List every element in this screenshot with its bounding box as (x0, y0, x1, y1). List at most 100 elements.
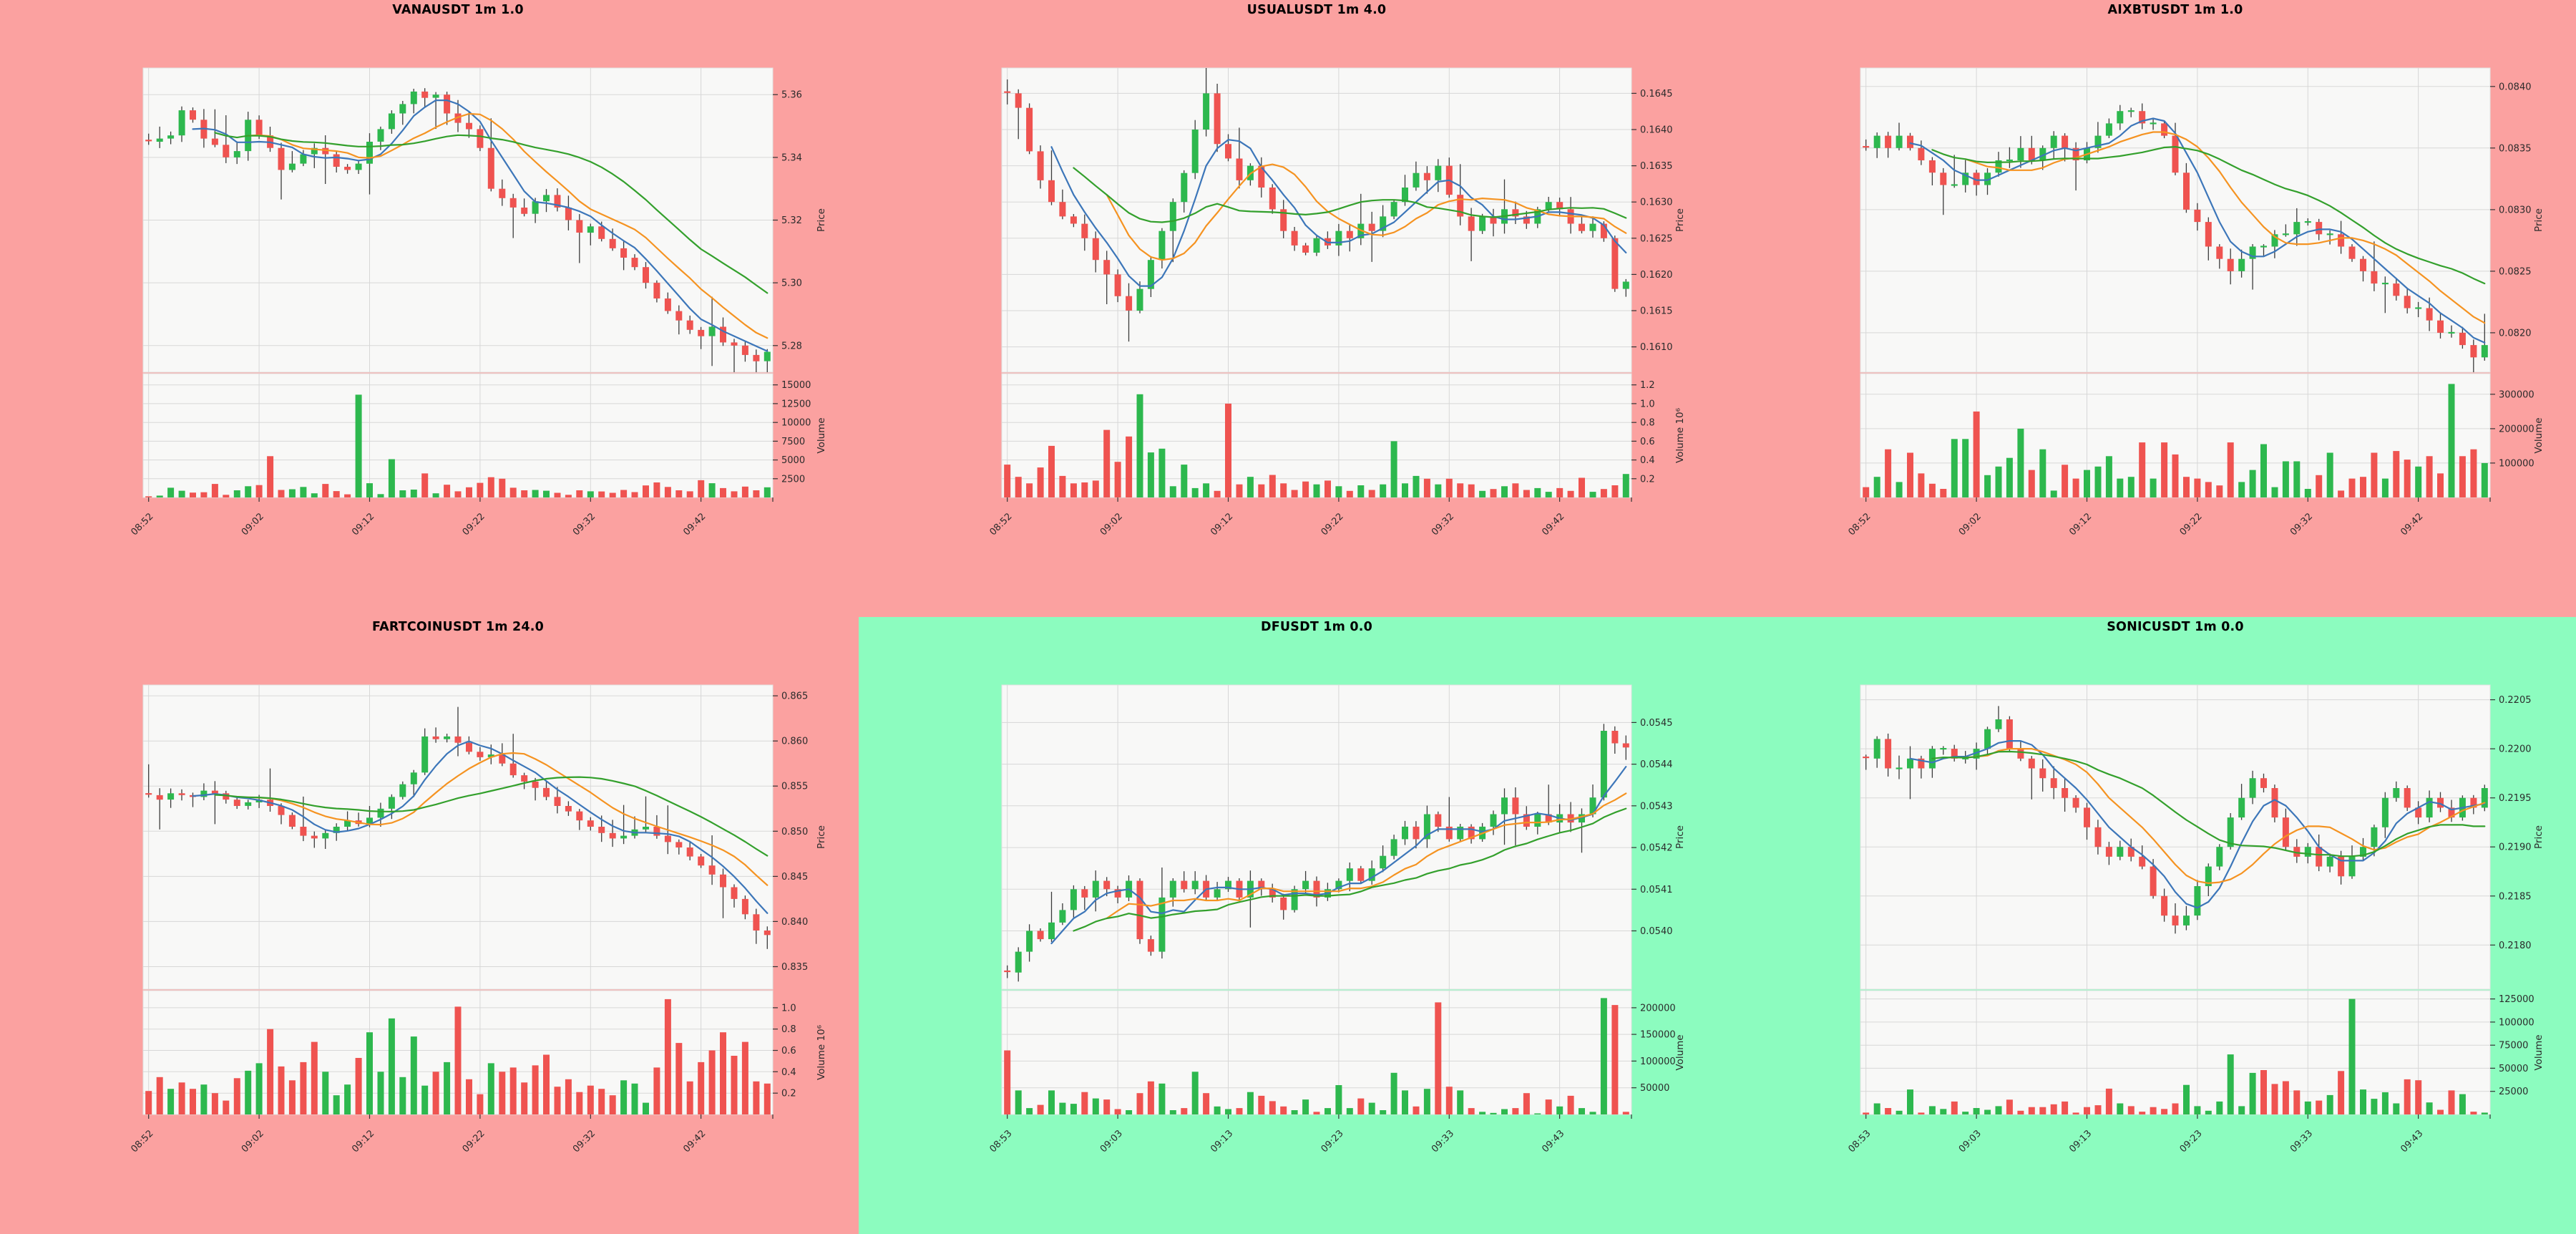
svg-text:0.0840: 0.0840 (2499, 82, 2532, 92)
svg-text:09:43: 09:43 (1540, 1128, 1566, 1155)
svg-text:Price: Price (1674, 208, 1686, 232)
svg-text:75000: 75000 (2499, 1041, 2528, 1051)
svg-text:0.865: 0.865 (781, 691, 808, 702)
svg-text:0.0543: 0.0543 (1640, 801, 1673, 812)
svg-text:2500: 2500 (781, 474, 805, 485)
svg-text:150000: 150000 (1640, 1030, 1676, 1041)
chart-title: VANAUSDT 1m 1.0 (392, 3, 524, 17)
svg-text:0.4: 0.4 (781, 1067, 796, 1078)
svg-text:1.0: 1.0 (1640, 399, 1655, 409)
svg-text:09:12: 09:12 (350, 511, 376, 538)
chart-title: AIXBTUSDT 1m 1.0 (2107, 3, 2243, 17)
svg-text:0.8: 0.8 (1640, 418, 1655, 429)
svg-text:Volume 10⁶: Volume 10⁶ (816, 1025, 827, 1080)
svg-text:1.2: 1.2 (1640, 380, 1655, 391)
chart-svg: 08:52 09:02 09:12 09:22 09:32 09:42 0.865 0.860… (129, 684, 827, 1155)
svg-text:09:03: 09:03 (1098, 1128, 1125, 1155)
svg-text:100000: 100000 (2499, 1017, 2534, 1028)
svg-text:0.0542: 0.0542 (1640, 843, 1673, 854)
svg-text:0.0820: 0.0820 (2499, 328, 2532, 339)
svg-text:09:42: 09:42 (1540, 511, 1566, 538)
chart-svg: 08:52 09:02 09:12 09:22 09:32 09:42 0.1645 0.16… (987, 67, 1686, 538)
chart-title: SONICUSDT 1m 0.0 (2107, 620, 2244, 634)
svg-text:08:52: 08:52 (129, 511, 155, 538)
candlestick-volume-chart: 08:53 09:03 09:13 09:23 09:33 09:43 0.0545 0.05… (859, 617, 1717, 1234)
svg-text:5000: 5000 (781, 455, 805, 466)
panel-aixbtusdt: AIXBTUSDT 1m 1.0 08:52 09:02 09:12 09:22 09:… (1717, 0, 2576, 617)
svg-text:0.1625: 0.1625 (1640, 233, 1673, 244)
svg-text:5.30: 5.30 (781, 278, 802, 289)
svg-text:12500: 12500 (781, 399, 811, 409)
svg-text:09:23: 09:23 (2178, 1128, 2205, 1155)
svg-text:08:53: 08:53 (1846, 1128, 1873, 1155)
svg-text:09:22: 09:22 (461, 511, 487, 538)
svg-text:200000: 200000 (1640, 1003, 1676, 1014)
svg-text:08:53: 08:53 (987, 1128, 1014, 1155)
svg-text:09:13: 09:13 (2067, 1128, 2094, 1155)
svg-text:0.0540: 0.0540 (1640, 926, 1673, 937)
svg-text:100000: 100000 (2499, 458, 2534, 469)
svg-text:09:32: 09:32 (571, 1128, 597, 1155)
svg-text:0.6: 0.6 (1640, 437, 1655, 447)
svg-text:0.840: 0.840 (781, 917, 808, 928)
panel-vanausdt: VANAUSDT 1m 1.0 08:52 09:02 09:12 09:22 09:3… (0, 0, 859, 617)
svg-text:0.2205: 0.2205 (2499, 695, 2532, 706)
svg-text:Price: Price (816, 208, 827, 232)
svg-text:09:22: 09:22 (1319, 511, 1346, 538)
svg-text:Price: Price (2533, 208, 2545, 232)
svg-text:Price: Price (1674, 825, 1686, 849)
svg-text:Volume: Volume (1674, 1034, 1686, 1070)
svg-text:0.2190: 0.2190 (2499, 842, 2532, 853)
svg-text:25000: 25000 (2499, 1087, 2528, 1097)
svg-text:09:23: 09:23 (1319, 1128, 1346, 1155)
svg-text:09:32: 09:32 (2288, 511, 2315, 538)
svg-text:09:02: 09:02 (240, 511, 266, 538)
svg-text:0.6: 0.6 (781, 1046, 796, 1056)
svg-text:5.34: 5.34 (781, 152, 802, 163)
svg-text:10000: 10000 (781, 418, 811, 429)
chart-svg: 08:53 09:03 09:13 09:23 09:33 09:43 0.0545 0.05… (987, 684, 1686, 1155)
svg-text:Volume: Volume (2533, 417, 2545, 453)
svg-text:0.850: 0.850 (781, 827, 808, 837)
panel-sonicusdt: SONICUSDT 1m 0.0 08:53 09:03 09:13 09:23 09:… (1717, 617, 2576, 1234)
svg-text:08:52: 08:52 (129, 1128, 155, 1155)
svg-text:1.0: 1.0 (781, 1003, 796, 1014)
svg-text:0.1630: 0.1630 (1640, 198, 1673, 208)
svg-text:0.4: 0.4 (1640, 455, 1655, 466)
svg-text:0.0544: 0.0544 (1640, 759, 1673, 770)
svg-text:09:33: 09:33 (1430, 1128, 1456, 1155)
svg-text:0.855: 0.855 (781, 782, 808, 792)
svg-text:0.2200: 0.2200 (2499, 744, 2532, 755)
svg-text:0.1635: 0.1635 (1640, 161, 1673, 172)
svg-text:300000: 300000 (2499, 389, 2534, 400)
svg-text:09:13: 09:13 (1209, 1128, 1235, 1155)
svg-text:0.2185: 0.2185 (2499, 891, 2532, 902)
svg-text:100000: 100000 (1640, 1056, 1676, 1067)
svg-text:0.2: 0.2 (781, 1089, 796, 1099)
svg-text:0.835: 0.835 (781, 962, 808, 973)
svg-text:09:12: 09:12 (350, 1128, 376, 1155)
candlestick-volume-chart: 08:52 09:02 09:12 09:22 09:32 09:42 5.36 5.34 5.… (0, 0, 859, 617)
svg-text:0.1645: 0.1645 (1640, 89, 1673, 99)
svg-text:0.860: 0.860 (781, 737, 808, 747)
svg-text:0.2: 0.2 (1640, 474, 1655, 485)
svg-text:0.1615: 0.1615 (1640, 306, 1673, 317)
svg-text:0.0830: 0.0830 (2499, 205, 2532, 215)
svg-text:09:22: 09:22 (2178, 511, 2205, 538)
svg-text:Volume: Volume (816, 417, 827, 453)
chart-title: USUALUSDT 1m 4.0 (1246, 3, 1387, 17)
panel-dfusdt: DFUSDT 1m 0.0 08:53 09:03 09:13 09:23 09:33 0… (859, 617, 1717, 1234)
svg-text:09:12: 09:12 (2067, 511, 2094, 538)
candlestick-volume-chart: 08:52 09:02 09:12 09:22 09:32 09:42 0.1645 0.16… (859, 0, 1717, 617)
svg-text:09:02: 09:02 (1098, 511, 1125, 538)
chart-svg: 08:52 09:02 09:12 09:22 09:32 09:42 0.0840 0.08… (1846, 67, 2545, 538)
candlestick-volume-chart: 08:52 09:02 09:12 09:22 09:32 09:42 0.0840 0.08… (1717, 0, 2576, 617)
svg-text:09:42: 09:42 (681, 511, 708, 538)
svg-text:Volume 10⁶: Volume 10⁶ (1674, 408, 1686, 463)
svg-text:125000: 125000 (2499, 994, 2534, 1005)
svg-text:09:02: 09:02 (240, 1128, 266, 1155)
candlestick-volume-chart: 08:53 09:03 09:13 09:23 09:33 09:43 0.2205 0.22… (1717, 617, 2576, 1234)
svg-text:200000: 200000 (2499, 424, 2534, 434)
svg-text:09:22: 09:22 (461, 1128, 487, 1155)
